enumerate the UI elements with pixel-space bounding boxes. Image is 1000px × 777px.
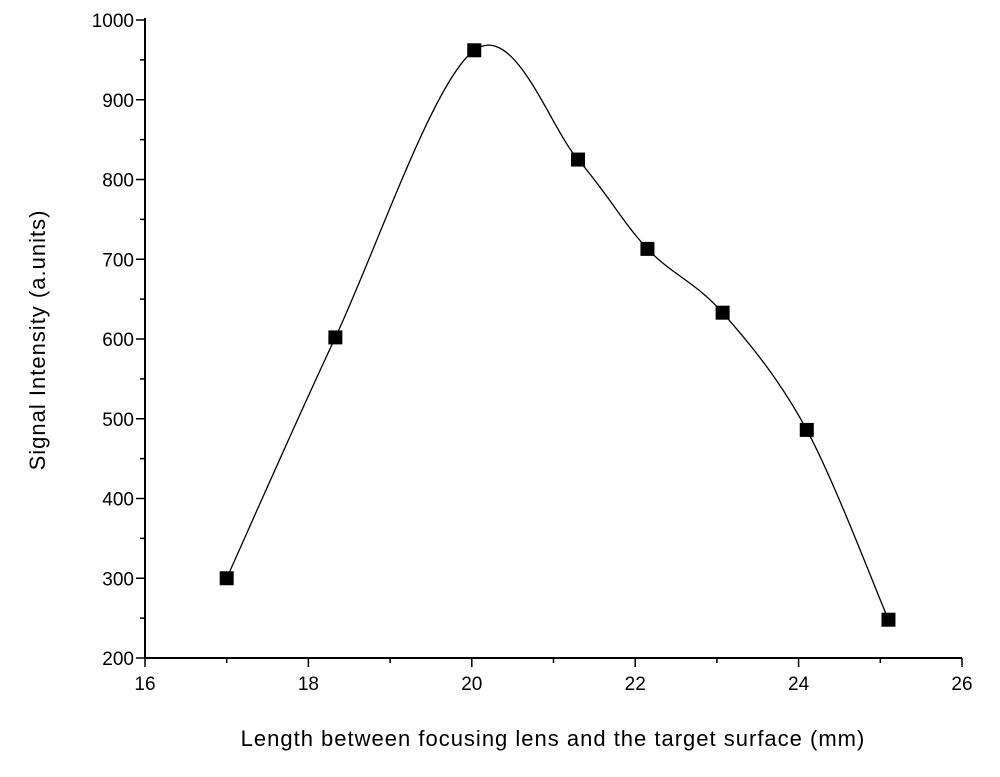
data-point-marker <box>640 241 655 256</box>
x-axis-title: Length between focusing lens and the tar… <box>241 726 866 751</box>
y-tick-label: 800 <box>102 171 134 192</box>
x-tick-label: 18 <box>298 674 319 695</box>
x-tick-label: 20 <box>461 674 482 695</box>
x-tick-label: 24 <box>788 674 810 695</box>
y-tick-label: 400 <box>102 490 134 511</box>
y-tick-label: 500 <box>102 410 134 431</box>
series-line <box>226 44 890 620</box>
data-point-marker <box>219 571 234 586</box>
x-tick-label: 22 <box>625 674 646 695</box>
data-point-marker <box>799 422 814 437</box>
data-point-marker <box>328 330 343 345</box>
y-tick-label: 1000 <box>92 11 134 32</box>
data-point-marker <box>571 152 586 167</box>
data-point-marker <box>881 612 896 627</box>
x-axis: 16 18 20 22 24 26 <box>134 657 973 695</box>
y-tick-label: 200 <box>102 649 134 670</box>
x-tick-label: 16 <box>134 674 155 695</box>
y-tick-label: 700 <box>102 250 134 271</box>
x-tick-label: 26 <box>951 674 972 695</box>
y-tick-label: 600 <box>102 330 134 351</box>
y-tick-label: 300 <box>102 569 134 590</box>
y-tick-label: 900 <box>102 91 134 112</box>
y-axis-title: Signal Intensity (a.units) <box>25 210 50 471</box>
data-point-marker <box>467 43 482 58</box>
data-markers <box>219 43 896 627</box>
data-point-marker <box>715 305 730 320</box>
series-curve-group <box>226 44 890 620</box>
y-axis: 200 300 400 500 600 700 800 900 1000 <box>92 11 146 670</box>
